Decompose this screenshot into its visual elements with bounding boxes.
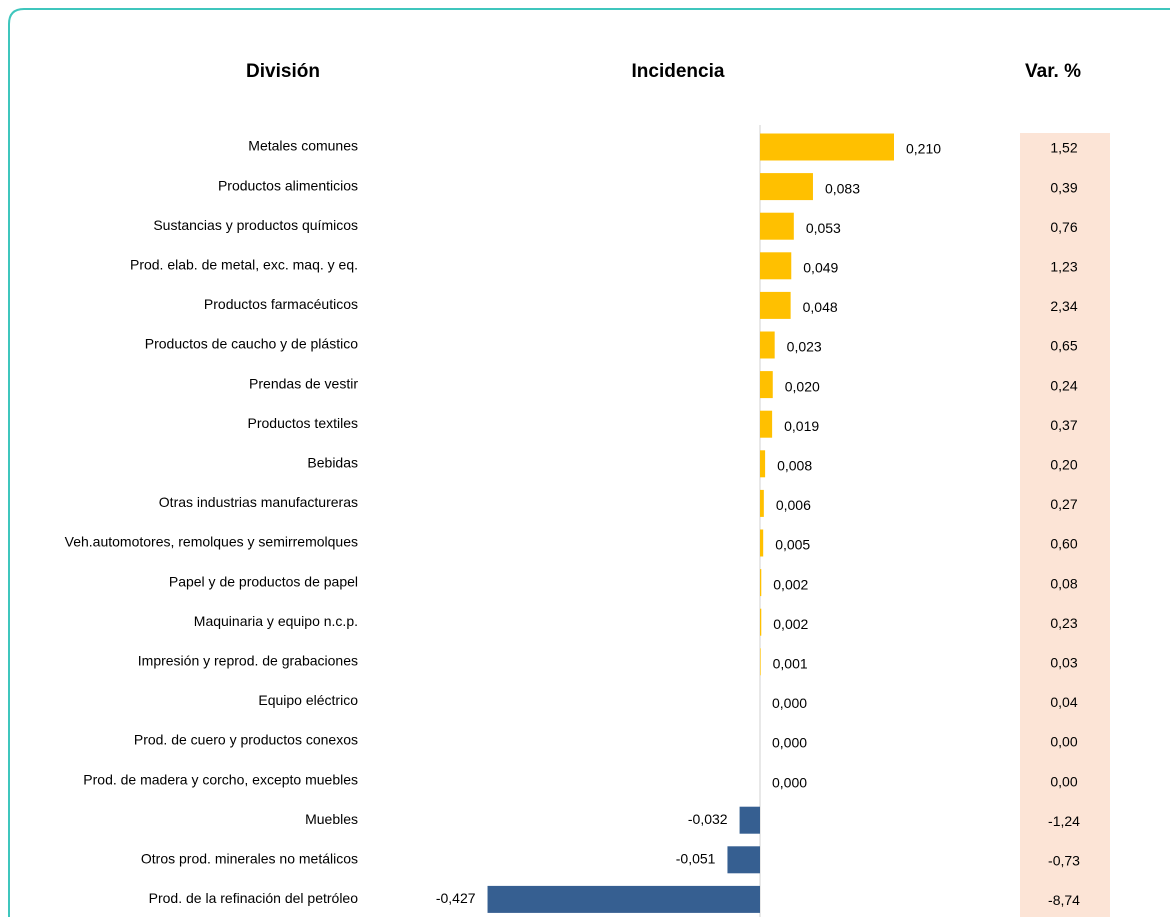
- bar: [760, 212, 794, 240]
- value-label: 0,006: [776, 497, 811, 513]
- var-value: -8,74: [1048, 892, 1080, 908]
- var-value: 0,08: [1050, 575, 1077, 591]
- column-title: División: [246, 61, 320, 82]
- bar: [760, 291, 791, 319]
- category-label: Otras industrias manufactureras: [159, 494, 358, 510]
- var-value: 0,00: [1050, 773, 1077, 789]
- category-label: Veh.automotores, remolques y semirremolq…: [65, 534, 358, 550]
- var-value: 1,52: [1050, 140, 1077, 156]
- category-label: Impresión y reprod. de grabaciones: [138, 653, 358, 669]
- var-value: 1,23: [1050, 259, 1077, 275]
- bar: [760, 371, 773, 399]
- bar: [760, 252, 792, 280]
- category-label: Prendas de vestir: [249, 375, 358, 391]
- category-label: Prod. elab. de metal, exc. maq. y eq.: [130, 257, 358, 273]
- value-label: 0,008: [777, 458, 812, 474]
- value-label: 0,049: [803, 260, 838, 276]
- value-label: -0,051: [676, 851, 716, 867]
- value-label: 0,001: [773, 656, 808, 672]
- bar: [760, 410, 773, 438]
- var-value: 0,00: [1050, 734, 1077, 750]
- value-label: 0,005: [775, 537, 810, 553]
- value-label: 0,020: [785, 378, 820, 394]
- category-label: Equipo eléctrico: [258, 692, 358, 708]
- bar: [760, 648, 761, 676]
- var-value: -1,24: [1048, 813, 1080, 829]
- category-label: Metales comunes: [248, 138, 358, 154]
- var-value: 0,39: [1050, 179, 1077, 195]
- category-label: Prod. de la refinación del petróleo: [149, 890, 359, 906]
- column-title: Var. %: [1025, 61, 1081, 82]
- var-value: 0,37: [1050, 417, 1077, 433]
- var-value: 0,27: [1050, 496, 1077, 512]
- category-label: Papel y de productos de papel: [169, 573, 358, 589]
- bar: [760, 331, 775, 359]
- var-value: 0,60: [1050, 536, 1077, 552]
- value-label: 0,002: [773, 616, 808, 632]
- value-label: 0,210: [906, 141, 941, 157]
- value-label: -0,032: [688, 811, 728, 827]
- frame: [8, 8, 1170, 917]
- var-value: 0,04: [1050, 694, 1077, 710]
- value-label: 0,053: [806, 220, 841, 236]
- category-label: Productos alimenticios: [218, 177, 358, 193]
- var-value: 0,03: [1050, 655, 1077, 671]
- category-label: Maquinaria y equipo n.c.p.: [194, 613, 358, 629]
- value-label: 0,048: [803, 299, 838, 315]
- column-title: Incidencia: [632, 61, 725, 82]
- var-value: 0,76: [1050, 219, 1077, 235]
- category-label: Prod. de cuero y productos conexos: [134, 732, 358, 748]
- bar: [739, 806, 760, 834]
- category-label: Productos textiles: [248, 415, 359, 431]
- bar: [760, 529, 764, 557]
- value-label: 0,023: [787, 339, 822, 355]
- value-label: -0,427: [436, 890, 476, 906]
- bar: [487, 885, 760, 913]
- category-label: Prod. de madera y corcho, excepto mueble…: [83, 771, 358, 787]
- bar: [727, 846, 760, 874]
- bar: [760, 489, 764, 517]
- var-value: 2,34: [1050, 298, 1077, 314]
- var-value: 0,20: [1050, 457, 1077, 473]
- value-label: 0,000: [772, 774, 807, 790]
- category-label: Productos farmacéuticos: [204, 296, 358, 312]
- value-label: 0,000: [772, 735, 807, 751]
- value-label: 0,000: [772, 695, 807, 711]
- bar: [760, 450, 766, 478]
- bar: [760, 173, 813, 201]
- var-column: [1020, 133, 1110, 917]
- var-value: 0,24: [1050, 377, 1077, 393]
- category-label: Otros prod. minerales no metálicos: [141, 851, 358, 867]
- category-label: Muebles: [305, 811, 358, 827]
- var-value: 0,65: [1050, 338, 1077, 354]
- bar: [760, 608, 762, 636]
- value-label: 0,002: [773, 576, 808, 592]
- value-label: 0,019: [784, 418, 819, 434]
- bar: [760, 133, 894, 161]
- category-label: Bebidas: [307, 455, 358, 471]
- value-label: 0,083: [825, 180, 860, 196]
- bar: [760, 569, 762, 597]
- var-value: -0,73: [1048, 853, 1080, 869]
- category-label: Sustancias y productos químicos: [153, 217, 358, 233]
- var-value: 0,23: [1050, 615, 1077, 631]
- category-label: Productos de caucho y de plástico: [145, 336, 358, 352]
